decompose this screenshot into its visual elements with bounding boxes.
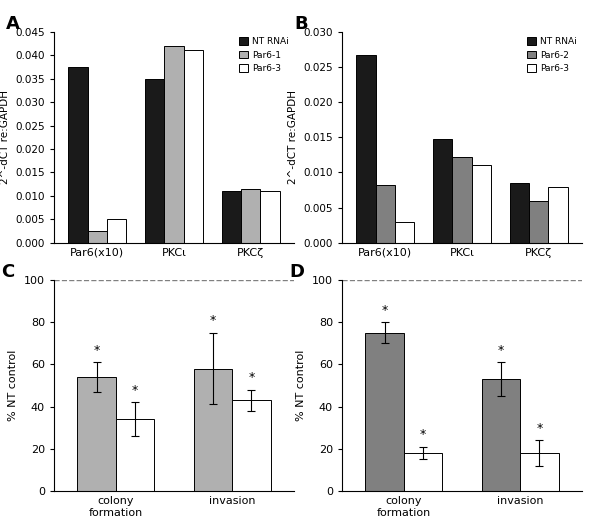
Bar [365, 333, 404, 491]
Legend: NT RNAi, Par6-2, Par6-3: NT RNAi, Par6-2, Par6-3 [524, 33, 580, 77]
Bar [529, 201, 548, 243]
Bar [116, 419, 154, 491]
Bar [472, 165, 491, 243]
Text: *: * [94, 344, 100, 357]
Text: D: D [289, 263, 304, 281]
Bar [395, 222, 414, 243]
Text: *: * [132, 384, 138, 397]
Bar [452, 157, 472, 243]
Y-axis label: % NT control: % NT control [8, 350, 19, 421]
Bar [107, 220, 126, 243]
Text: *: * [210, 314, 216, 327]
Text: C: C [1, 263, 14, 281]
Text: *: * [248, 371, 254, 384]
Bar [356, 55, 376, 243]
Bar [222, 191, 241, 243]
Bar [548, 186, 568, 243]
Bar [241, 189, 260, 243]
Text: *: * [498, 344, 504, 357]
Bar [77, 377, 116, 491]
Text: A: A [6, 15, 20, 33]
Text: *: * [420, 428, 426, 441]
Bar [404, 453, 442, 491]
Bar [88, 231, 107, 243]
Legend: NT RNAi, Par6-1, Par6-3: NT RNAi, Par6-1, Par6-3 [236, 33, 292, 77]
Y-axis label: % NT control: % NT control [296, 350, 307, 421]
Bar [232, 400, 271, 491]
Text: *: * [382, 304, 388, 317]
Bar [184, 51, 203, 243]
Text: *: * [536, 422, 542, 435]
Bar [164, 46, 184, 243]
Bar [482, 379, 520, 491]
Text: B: B [294, 15, 308, 33]
Bar [520, 453, 559, 491]
Bar [68, 67, 88, 243]
Y-axis label: 2^-dCT re:GAPDH: 2^-dCT re:GAPDH [0, 90, 10, 184]
Y-axis label: 2^-dCT re:GAPDH: 2^-dCT re:GAPDH [288, 90, 298, 184]
Bar [433, 139, 452, 243]
Bar [260, 191, 280, 243]
Bar [510, 183, 529, 243]
Bar [376, 185, 395, 243]
Bar [194, 369, 232, 491]
Bar [145, 79, 164, 243]
